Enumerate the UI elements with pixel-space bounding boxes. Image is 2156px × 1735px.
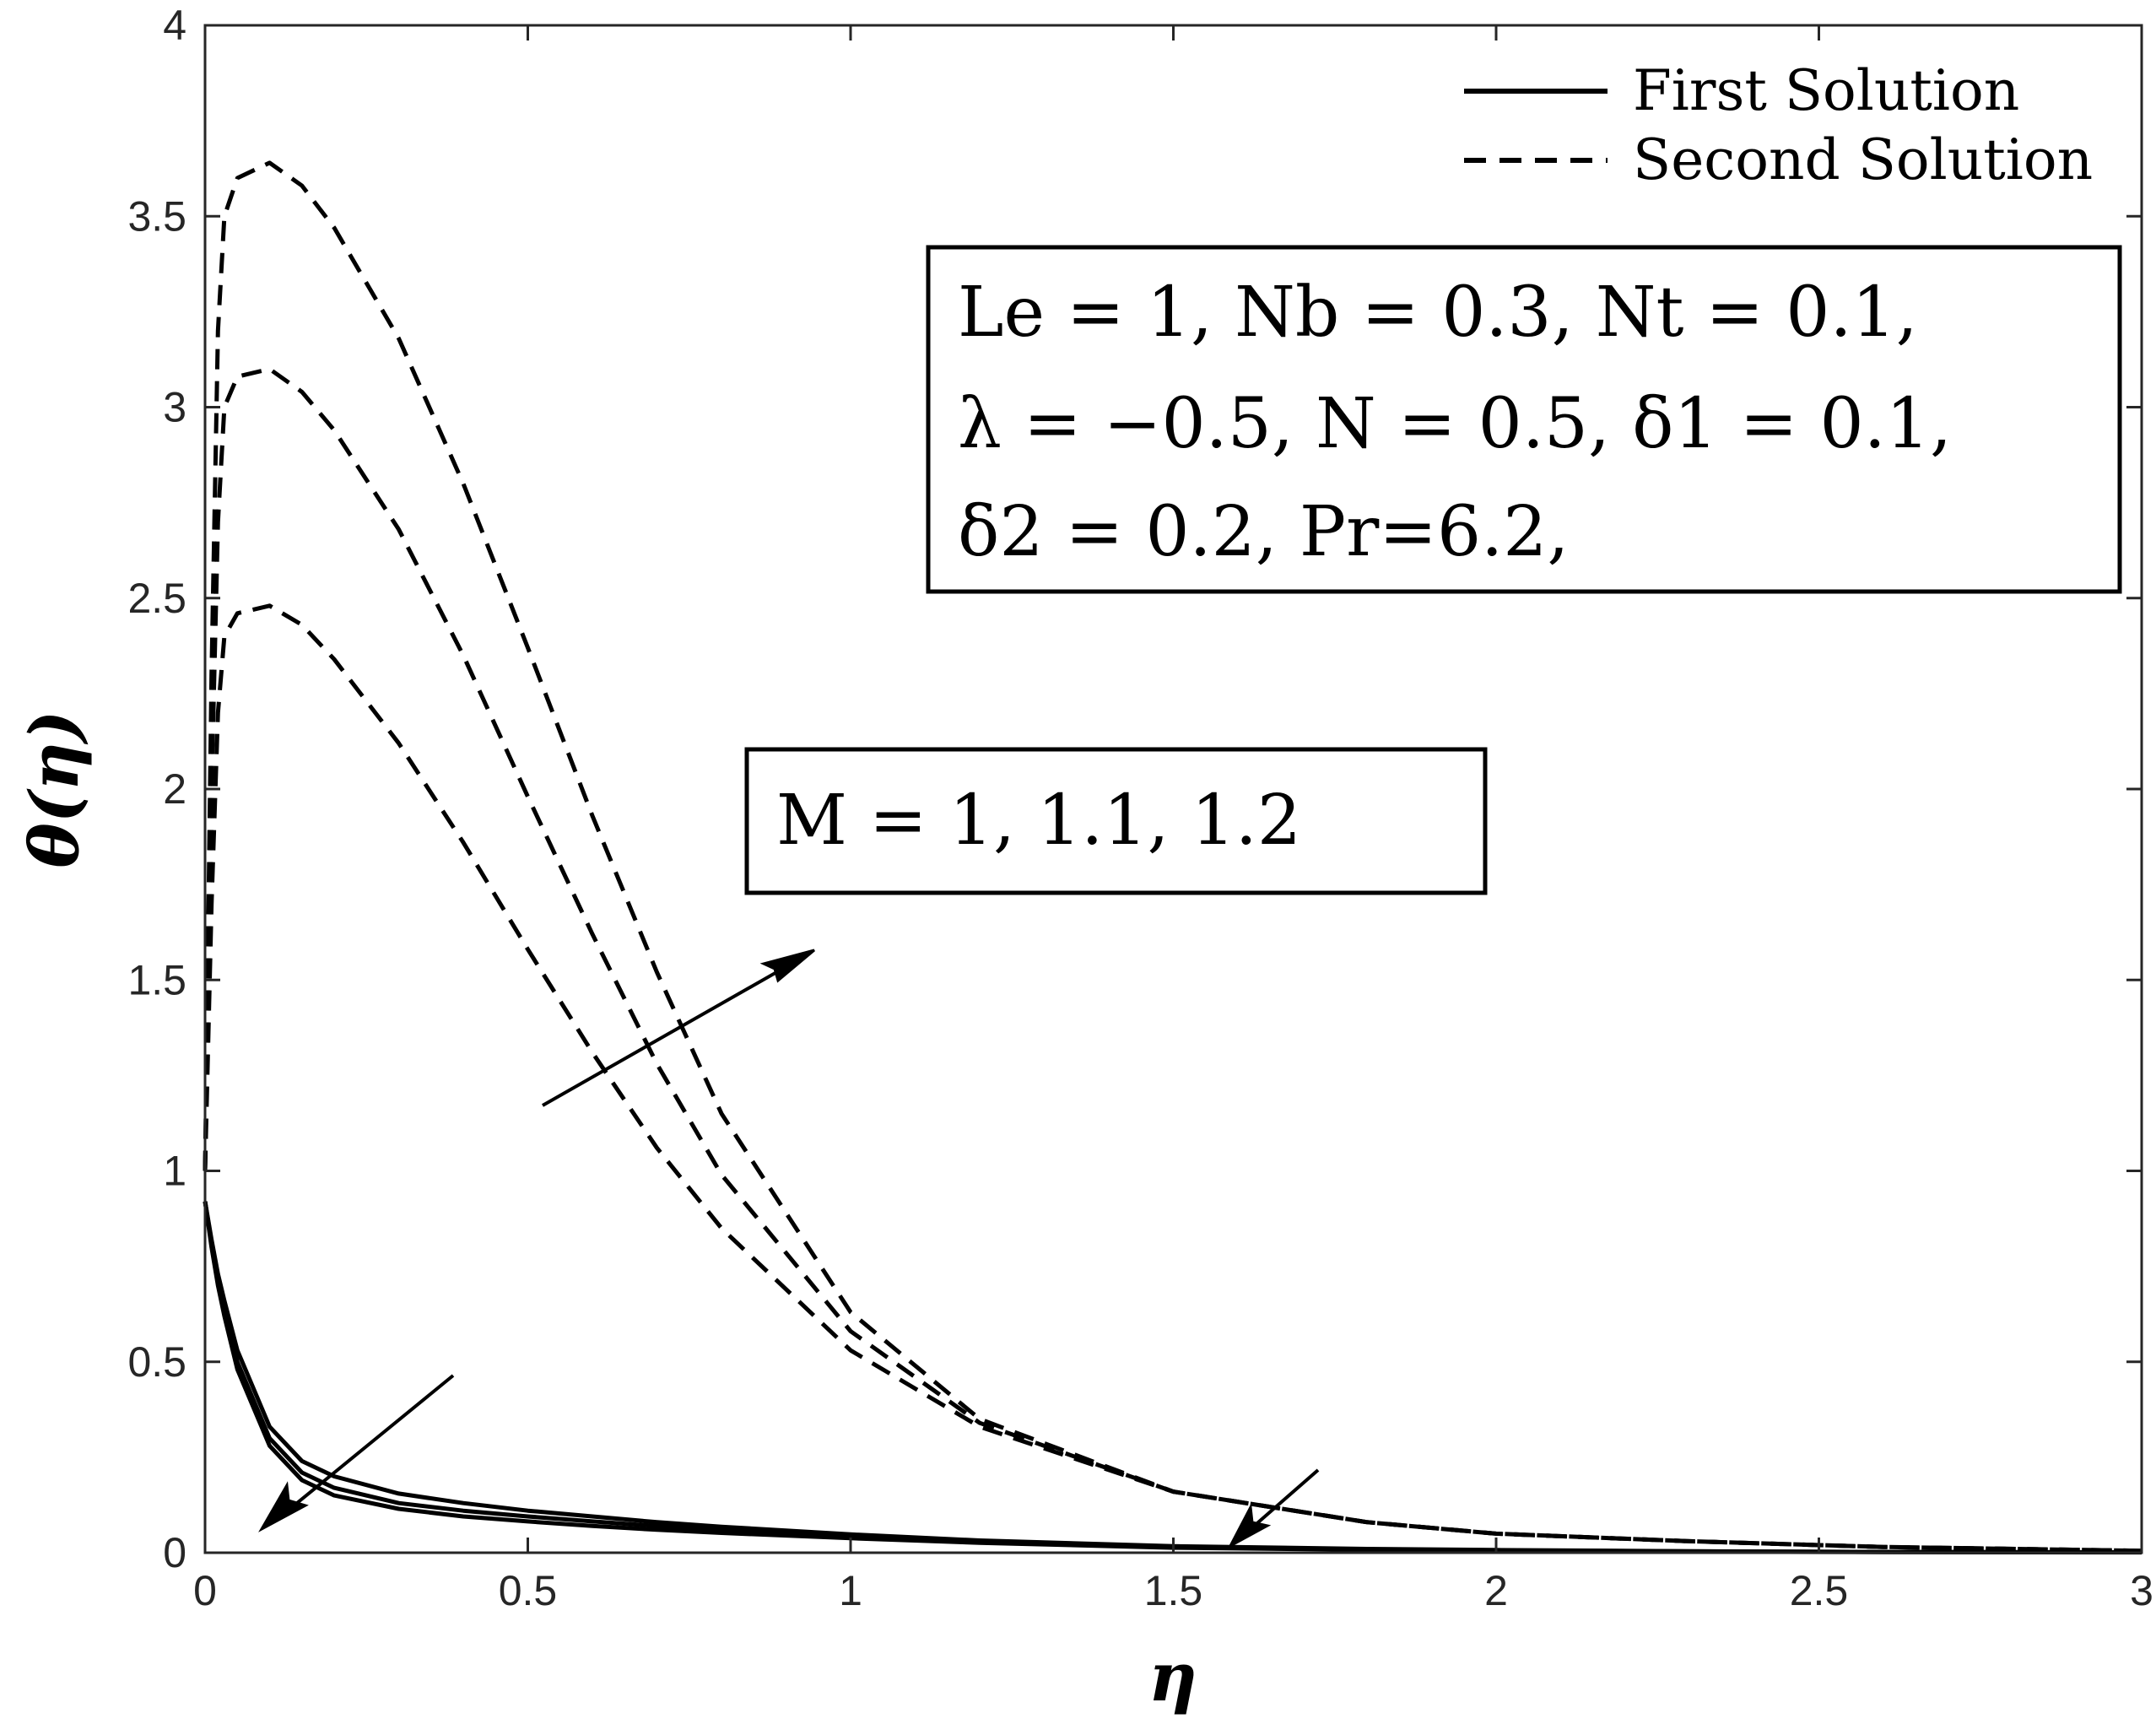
m-values-label: M = 1, 1.1, 1.2 bbox=[776, 781, 1301, 861]
x-axis-label: η bbox=[1148, 1637, 1197, 1716]
y-tick-label: 2.5 bbox=[127, 575, 186, 622]
y-axis-ticks: 0 0.5 1 1.5 2 2.5 3 3.5 4 bbox=[127, 2, 2142, 1576]
parameter-box: Le = 1, Nb = 0.3, Nt = 0.1, λ = −0.5, N … bbox=[926, 245, 2122, 594]
x-tick-label: 2 bbox=[1484, 1567, 1508, 1614]
first-solution-curve-m-1-2 bbox=[203, 1201, 2142, 1555]
legend-label-second-solution: Second Solution bbox=[1633, 127, 2093, 192]
arrow-tail-decreasing-head bbox=[1227, 1502, 1272, 1549]
parameter-line-2: λ = −0.5, N = 0.5, δ1 = 0.1, bbox=[958, 384, 1952, 464]
legend: First Solution Second Solution bbox=[1464, 58, 2093, 192]
y-tick-label: 0.5 bbox=[127, 1338, 186, 1386]
y-axis-label: θ(η) bbox=[14, 710, 94, 868]
second-solution-curve-m-1-1 bbox=[203, 366, 2142, 1554]
x-tick-label: 1 bbox=[839, 1567, 862, 1614]
y-tick-label: 4 bbox=[163, 2, 186, 49]
x-tick-label: 0.5 bbox=[499, 1567, 558, 1614]
parameter-line-1: Le = 1, Nb = 0.3, Nt = 0.1, bbox=[958, 273, 1918, 353]
arrow-second-solution-increasing-head bbox=[759, 949, 815, 983]
m-values-box: M = 1, 1.1, 1.2 bbox=[744, 747, 1488, 895]
arrow-first-solution-decreasing bbox=[281, 1374, 455, 1516]
x-tick-label: 0 bbox=[193, 1567, 217, 1614]
plot-frame bbox=[203, 24, 2143, 1554]
x-tick-label: 1.5 bbox=[1144, 1567, 1203, 1614]
y-tick-label: 3.5 bbox=[127, 192, 186, 240]
m-values-box-frame bbox=[744, 747, 1488, 895]
first-solution-curve-m-1 bbox=[203, 1201, 2142, 1554]
legend-label-first-solution: First Solution bbox=[1633, 58, 2019, 123]
x-axis-ticks: 0 0.5 1 1.5 2 2.5 3 bbox=[193, 25, 2153, 1614]
y-tick-label: 1.5 bbox=[127, 956, 186, 1003]
annotation-arrows bbox=[258, 949, 1320, 1549]
y-tick-label: 2 bbox=[163, 765, 186, 813]
arrow-first-solution-decreasing-head bbox=[258, 1481, 309, 1532]
x-tick-label: 3 bbox=[2130, 1567, 2153, 1614]
y-tick-label: 1 bbox=[163, 1148, 186, 1195]
second-solution-curve-m-1-2 bbox=[203, 160, 2142, 1554]
x-tick-label: 2.5 bbox=[1790, 1567, 1849, 1614]
first-solution-curve-m-1-1 bbox=[203, 1201, 2142, 1554]
parameter-line-3: δ2 = 0.2, Pr=6.2, bbox=[958, 492, 1569, 572]
y-tick-label: 0 bbox=[163, 1529, 186, 1576]
curves bbox=[203, 160, 2142, 1555]
arrow-second-solution-increasing bbox=[542, 959, 798, 1107]
y-tick-label: 3 bbox=[163, 384, 186, 431]
parameter-box-frame bbox=[926, 245, 2122, 594]
